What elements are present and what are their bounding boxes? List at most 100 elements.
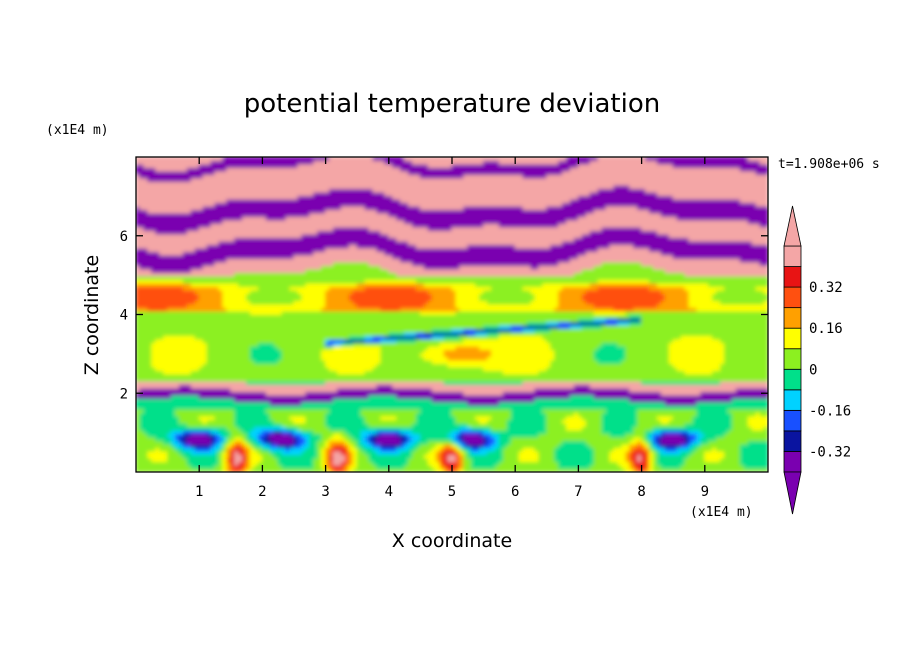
field-cell	[712, 401, 718, 406]
field-cell	[222, 468, 228, 472]
field-cell	[652, 461, 658, 466]
field-cell	[194, 405, 200, 410]
field-cell	[491, 468, 496, 472]
field-cell	[175, 401, 180, 406]
field-cell	[459, 433, 465, 438]
field-cell	[214, 401, 220, 406]
field-cell	[751, 450, 757, 455]
field-cell	[660, 422, 666, 427]
field-cell	[305, 461, 311, 466]
field-cell	[542, 419, 548, 424]
field-cell	[198, 443, 204, 448]
field-cell	[143, 443, 149, 448]
field-cell	[684, 464, 690, 469]
field-cell	[593, 461, 599, 466]
field-cell	[238, 464, 244, 469]
field-cell	[629, 454, 635, 459]
field-cell	[554, 443, 560, 448]
field-cell	[210, 450, 216, 455]
field-cell	[305, 464, 311, 469]
field-cell	[167, 450, 173, 455]
field-cell	[392, 454, 398, 459]
field-cell	[467, 450, 473, 455]
field-cell	[728, 401, 733, 406]
field-cell	[467, 433, 473, 438]
field-cell	[305, 415, 311, 420]
field-cell	[455, 422, 461, 427]
field-cell	[573, 450, 579, 455]
field-cell	[609, 429, 615, 434]
field-cell	[206, 457, 212, 462]
field-cell	[668, 422, 674, 427]
field-cell	[151, 440, 157, 445]
field-cell	[451, 440, 457, 445]
field-cell	[336, 436, 342, 441]
field-cell	[731, 426, 737, 431]
field-cell	[408, 405, 413, 410]
field-cell	[392, 433, 398, 438]
field-cell	[277, 461, 283, 466]
field-cell	[739, 412, 745, 417]
field-cell	[660, 457, 666, 462]
field-cell	[190, 419, 196, 424]
field-cell	[514, 450, 520, 455]
field-cell	[459, 426, 465, 431]
field-cell	[475, 447, 481, 452]
field-cell	[652, 433, 658, 438]
field-cell	[293, 468, 299, 472]
field-cell	[585, 468, 591, 472]
field-cell	[257, 440, 263, 445]
field-cell	[431, 408, 437, 413]
field-cell	[724, 415, 729, 420]
chart-title: potential temperature deviation	[244, 89, 660, 119]
field-cell	[467, 429, 473, 434]
field-cell	[676, 433, 682, 438]
field-cell	[534, 457, 540, 462]
field-cell	[759, 457, 765, 462]
field-cell	[656, 450, 662, 455]
field-cell	[609, 450, 615, 455]
field-cell	[621, 454, 627, 459]
field-cell	[554, 454, 560, 459]
field-cell	[435, 401, 441, 406]
field-cell	[447, 412, 453, 417]
field-cell	[463, 412, 469, 417]
field-cell	[309, 447, 315, 452]
field-cell	[617, 440, 623, 445]
field-cell	[530, 450, 536, 455]
field-cell	[652, 468, 658, 472]
field-cell	[550, 454, 556, 459]
field-cell	[431, 443, 437, 448]
field-cell	[151, 429, 157, 434]
field-cell	[463, 398, 469, 403]
field-cell	[423, 454, 429, 459]
field-cell	[151, 464, 157, 469]
field-cell	[546, 440, 552, 445]
field-cell	[743, 405, 749, 410]
field-cell	[285, 398, 291, 403]
field-cell	[455, 408, 461, 413]
field-cell	[605, 454, 611, 459]
field-cell	[439, 468, 445, 472]
field-cell	[459, 401, 465, 406]
field-cell	[562, 440, 568, 445]
field-cell	[491, 464, 496, 469]
field-cell	[447, 401, 453, 406]
field-cell	[265, 464, 271, 469]
field-cell	[534, 461, 540, 466]
field-cell	[439, 415, 445, 420]
field-cell	[542, 464, 548, 469]
field-cell	[680, 464, 686, 469]
field-cell	[344, 429, 350, 434]
field-cell	[692, 419, 698, 424]
field-cell	[190, 457, 196, 462]
field-cell	[435, 461, 441, 466]
field-cell	[344, 398, 350, 403]
field-cell	[518, 440, 524, 445]
field-cell	[419, 433, 425, 438]
field-cell	[577, 429, 583, 434]
field-cell	[498, 447, 504, 452]
field-cell	[731, 408, 737, 413]
field-cell	[566, 464, 571, 469]
field-cell	[645, 408, 650, 413]
